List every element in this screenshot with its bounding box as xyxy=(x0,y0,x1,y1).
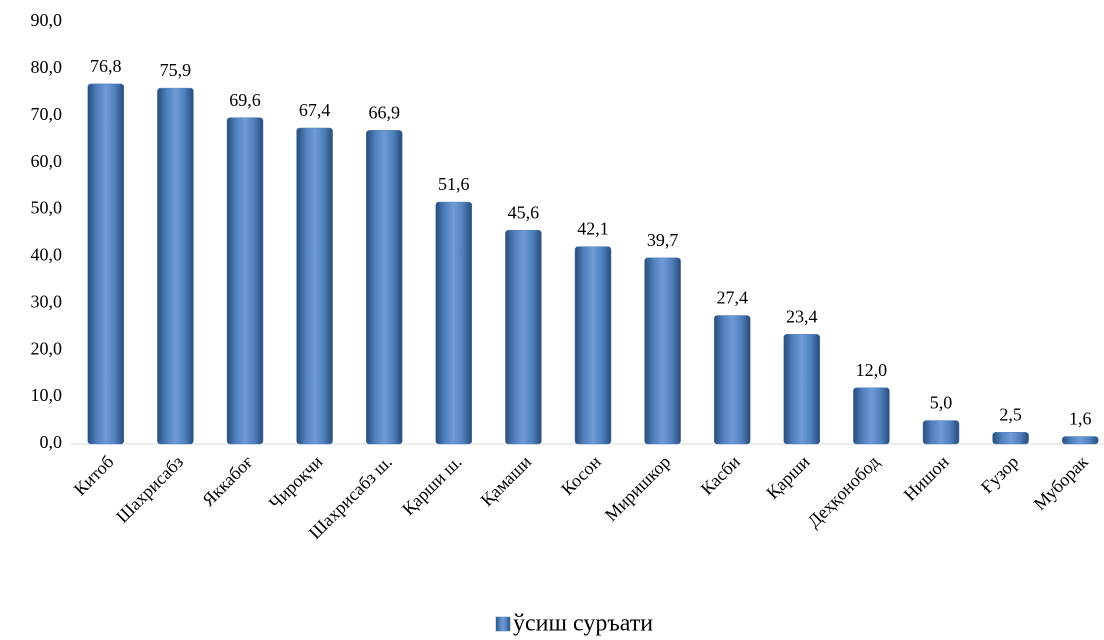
y-tick-label: 50,0 xyxy=(31,198,63,218)
bar xyxy=(157,87,194,445)
data-label: 1,6 xyxy=(1069,409,1092,429)
x-tick-label: Нишон xyxy=(900,451,953,504)
x-tick-label: Миришкор xyxy=(601,452,675,526)
y-tick-label: 10,0 xyxy=(31,385,63,405)
x-tick-label: Чироқчи xyxy=(265,451,327,513)
bar xyxy=(922,420,960,445)
data-label: 69,6 xyxy=(229,90,261,110)
y-tick-label: 40,0 xyxy=(31,245,63,265)
x-tick-label: Касби xyxy=(697,451,744,498)
x-tick-label: Шахрисабз xyxy=(112,452,187,527)
x-tick-label: Китоб xyxy=(70,452,118,500)
x-tick-label: Яккабоғ xyxy=(198,452,257,511)
bar xyxy=(853,387,890,445)
x-tick-label: Қамаши xyxy=(477,451,536,510)
bar xyxy=(783,334,821,445)
data-label: 45,6 xyxy=(508,202,540,222)
y-tick-label: 20,0 xyxy=(31,338,63,358)
data-label: 12,0 xyxy=(856,360,888,380)
y-tick-label: 70,0 xyxy=(31,104,63,124)
bar xyxy=(296,127,333,445)
data-label: 66,9 xyxy=(368,102,400,122)
data-label: 67,4 xyxy=(299,100,331,120)
bar xyxy=(713,315,751,445)
bar xyxy=(644,257,681,445)
x-tick-label: Косон xyxy=(557,451,605,499)
data-label: 27,4 xyxy=(716,288,748,308)
data-label: 5,0 xyxy=(930,393,953,413)
y-tick-label: 90,0 xyxy=(31,10,63,30)
legend-label: ўсиш суръати xyxy=(513,611,653,637)
data-label: 51,6 xyxy=(438,174,470,194)
x-tick-label: Деҳқонобод xyxy=(803,452,883,532)
data-label: 42,1 xyxy=(577,219,609,239)
bar xyxy=(87,83,125,445)
bar xyxy=(1061,436,1099,445)
bar xyxy=(505,229,542,445)
data-label: 39,7 xyxy=(647,230,679,250)
bar xyxy=(226,117,264,445)
data-label: 23,4 xyxy=(786,306,818,326)
legend-swatch xyxy=(495,616,511,632)
y-tick-label: 30,0 xyxy=(31,291,63,311)
y-tick-label: 0,0 xyxy=(40,432,63,452)
bar xyxy=(992,432,1029,445)
y-tick-label: 60,0 xyxy=(31,151,63,171)
bar xyxy=(435,201,473,445)
data-label: 76,8 xyxy=(90,56,122,76)
bar xyxy=(365,130,403,445)
y-tick-label: 80,0 xyxy=(31,57,63,77)
data-label: 2,5 xyxy=(999,404,1022,424)
bar xyxy=(574,246,612,445)
x-tick-label: Ғузор xyxy=(977,452,1023,498)
x-tick-label: Қарши xyxy=(762,451,814,503)
data-label: 75,9 xyxy=(160,60,192,80)
x-tick-label: Муборак xyxy=(1030,451,1093,514)
x-tick-label: Қарши ш. xyxy=(398,452,465,519)
